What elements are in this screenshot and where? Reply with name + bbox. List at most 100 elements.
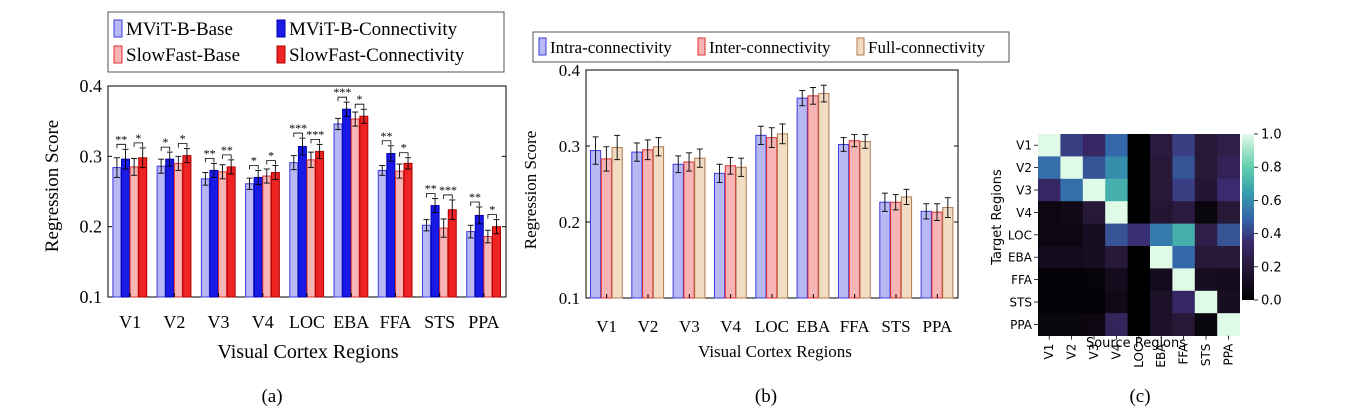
x-tick-label: V3 <box>208 312 230 332</box>
caption-b: (b) <box>755 386 777 407</box>
legend-swatch-Inter-connectivity <box>697 37 706 56</box>
bar-b-Inter-connectivity-STS <box>890 201 902 299</box>
x-tick-label: FFA <box>840 317 871 336</box>
heatmap-cell-EBA-EBA <box>1150 246 1173 269</box>
significance-bracket <box>354 103 365 109</box>
heatmap-cell-EBA-STS <box>1194 246 1218 269</box>
bar-b-Full-connectivity-V4 <box>735 166 747 299</box>
x-axis-label-b: Visual Cortex Regions <box>698 342 852 361</box>
bar-a-MViT-B-Connectivity-V3 <box>209 169 219 298</box>
significance-label: ** <box>115 132 127 146</box>
plot-b: 0.1 0.2 0.3 0.4 V1 V2 V3 V4 LOC EBA FFA STS PPA <box>559 61 959 336</box>
heatmap-cell-STS-EBA <box>1150 290 1173 314</box>
heatmap-cell-STS-V2 <box>1060 290 1084 314</box>
heatmap-cell-STS-V1 <box>1038 290 1061 314</box>
bar-a-MViT-B-Base-V1 <box>112 167 122 298</box>
row-label: PPA <box>1010 318 1033 332</box>
x-axis-label-c: Source Regions <box>1086 336 1186 351</box>
bar-b-Full-connectivity-FFA <box>859 140 871 299</box>
y-tick-label: 0.3 <box>559 137 580 156</box>
x-axis-label-a: Visual Cortex Regions <box>217 341 398 363</box>
heatmap-cell-V4-PPA <box>1217 201 1240 224</box>
x-tick-label: V4 <box>720 317 741 336</box>
significance-label: *** <box>333 85 351 99</box>
significance-bracket <box>337 96 348 102</box>
significance-bracket <box>249 165 259 170</box>
y-tick-label: 0.1 <box>559 289 580 308</box>
colorbar-tick-label: 1.0 <box>1261 128 1282 143</box>
significance-label: *** <box>306 127 324 141</box>
bar-b-Full-connectivity-EBA <box>818 93 830 299</box>
heatmap-cell-V1-LOC <box>1127 134 1151 157</box>
heatmap-cell-LOC-V1 <box>1038 223 1061 247</box>
legend-label-Inter-connectivity: Inter-connectivity <box>709 38 831 57</box>
legend-swatch-Intra-connectivity <box>538 37 547 56</box>
significance-bracket <box>266 160 276 165</box>
panel-a: MViT-B-Base MViT-B-Connectivity SlowFast-B… <box>42 11 507 407</box>
significance-label: * <box>268 148 274 162</box>
bar-b-Full-connectivity-STS <box>900 196 913 299</box>
bar-a-MViT-B-Base-V4 <box>245 183 255 298</box>
heatmap-cell-LOC-PPA <box>1217 223 1240 247</box>
legend-b: Intra-connectivity Inter-connectivity Full… <box>538 37 986 57</box>
y-axis-label-c: Target Regions <box>990 169 1005 266</box>
row-label: LOC <box>1008 228 1032 242</box>
heatmap-cell-FFA-EBA <box>1150 268 1173 292</box>
colorbar-tick-label: 0.2 <box>1261 260 1282 275</box>
significance-bracket <box>399 152 409 157</box>
bar-b-Intra-connectivity-V1 <box>589 150 602 299</box>
heatmap-cell-FFA-V1 <box>1038 268 1061 292</box>
heatmap-cell-V2-V1 <box>1038 156 1061 180</box>
heatmap-cell-V4-LOC <box>1127 201 1151 224</box>
x-tick-label: STS <box>881 317 910 336</box>
heatmap-cell-LOC-V3 <box>1082 223 1106 247</box>
bar-a-SlowFast-Connectivity-V3 <box>226 166 236 298</box>
bar-a-MViT-B-Connectivity-V1 <box>121 158 131 298</box>
bar-a-SlowFast-Connectivity-FFA <box>403 162 413 298</box>
bar-b-Inter-connectivity-V3 <box>683 161 695 299</box>
heatmap-cell-V3-STS <box>1194 178 1218 202</box>
bar-b-Intra-connectivity-V2 <box>631 151 643 299</box>
bar-a-SlowFast-Base-PPA <box>483 236 493 298</box>
heatmap-cell-V4-V2 <box>1060 201 1084 224</box>
bar-b-Intra-connectivity-LOC <box>755 134 767 299</box>
legend-swatch-SlowFast-Base <box>113 45 123 64</box>
significance-bracket <box>177 143 188 148</box>
col-label: PPA <box>1221 343 1235 366</box>
heatmap-cell-EBA-V1 <box>1038 246 1061 269</box>
col-label: V4 <box>1109 344 1123 360</box>
legend-label-MViT-B-Connectivity: MViT-B-Connectivity <box>289 19 458 40</box>
plot-a: 0.10.20.30.4V1 V2 V3 V4 LOC EBA FFA STS PPA** * * *… <box>80 76 507 332</box>
heatmap-cell-EBA-V4 <box>1105 246 1128 269</box>
y-tick-label: 0.2 <box>559 213 580 232</box>
bar-a-SlowFast-Connectivity-EBA <box>359 115 369 298</box>
heatmap-cell-EBA-FFA <box>1172 246 1196 269</box>
x-tick-label: V2 <box>163 312 185 332</box>
bar-a-SlowFast-Connectivity-V4 <box>270 172 280 298</box>
significance-bracket <box>381 140 392 145</box>
bar-b-Inter-connectivity-PPA <box>931 211 943 299</box>
significance-bracket <box>293 132 303 138</box>
heatmap-cell-STS-LOC <box>1127 290 1151 314</box>
bar-a-SlowFast-Base-LOC <box>306 159 316 298</box>
heatmap-cell-V2-LOC <box>1127 156 1151 180</box>
heatmap-cell-V1-V4 <box>1105 134 1128 157</box>
heatmap-cell-PPA-PPA <box>1217 313 1240 336</box>
legend-label-MViT-B-Base: MViT-B-Base <box>126 19 233 40</box>
significance-label: ** <box>469 190 481 204</box>
x-tick-label: EBA <box>333 312 369 332</box>
heatmap-cell-EBA-V3 <box>1082 246 1106 269</box>
significance-label: ** <box>425 182 437 196</box>
heatmap-cell-V4-STS <box>1194 201 1218 224</box>
significance-label: * <box>251 153 257 167</box>
heatmap-cell-V2-STS <box>1194 156 1218 180</box>
bar-a-SlowFast-Connectivity-LOC <box>315 150 325 298</box>
significance-bracket <box>116 143 126 149</box>
heatmap-cell-LOC-STS <box>1194 223 1218 247</box>
significance-bracket <box>133 142 144 147</box>
bar-b-Inter-connectivity-LOC <box>766 137 778 299</box>
significance-bracket <box>443 194 453 199</box>
col-label: LOC <box>1132 344 1146 368</box>
significance-label: *** <box>439 183 457 197</box>
